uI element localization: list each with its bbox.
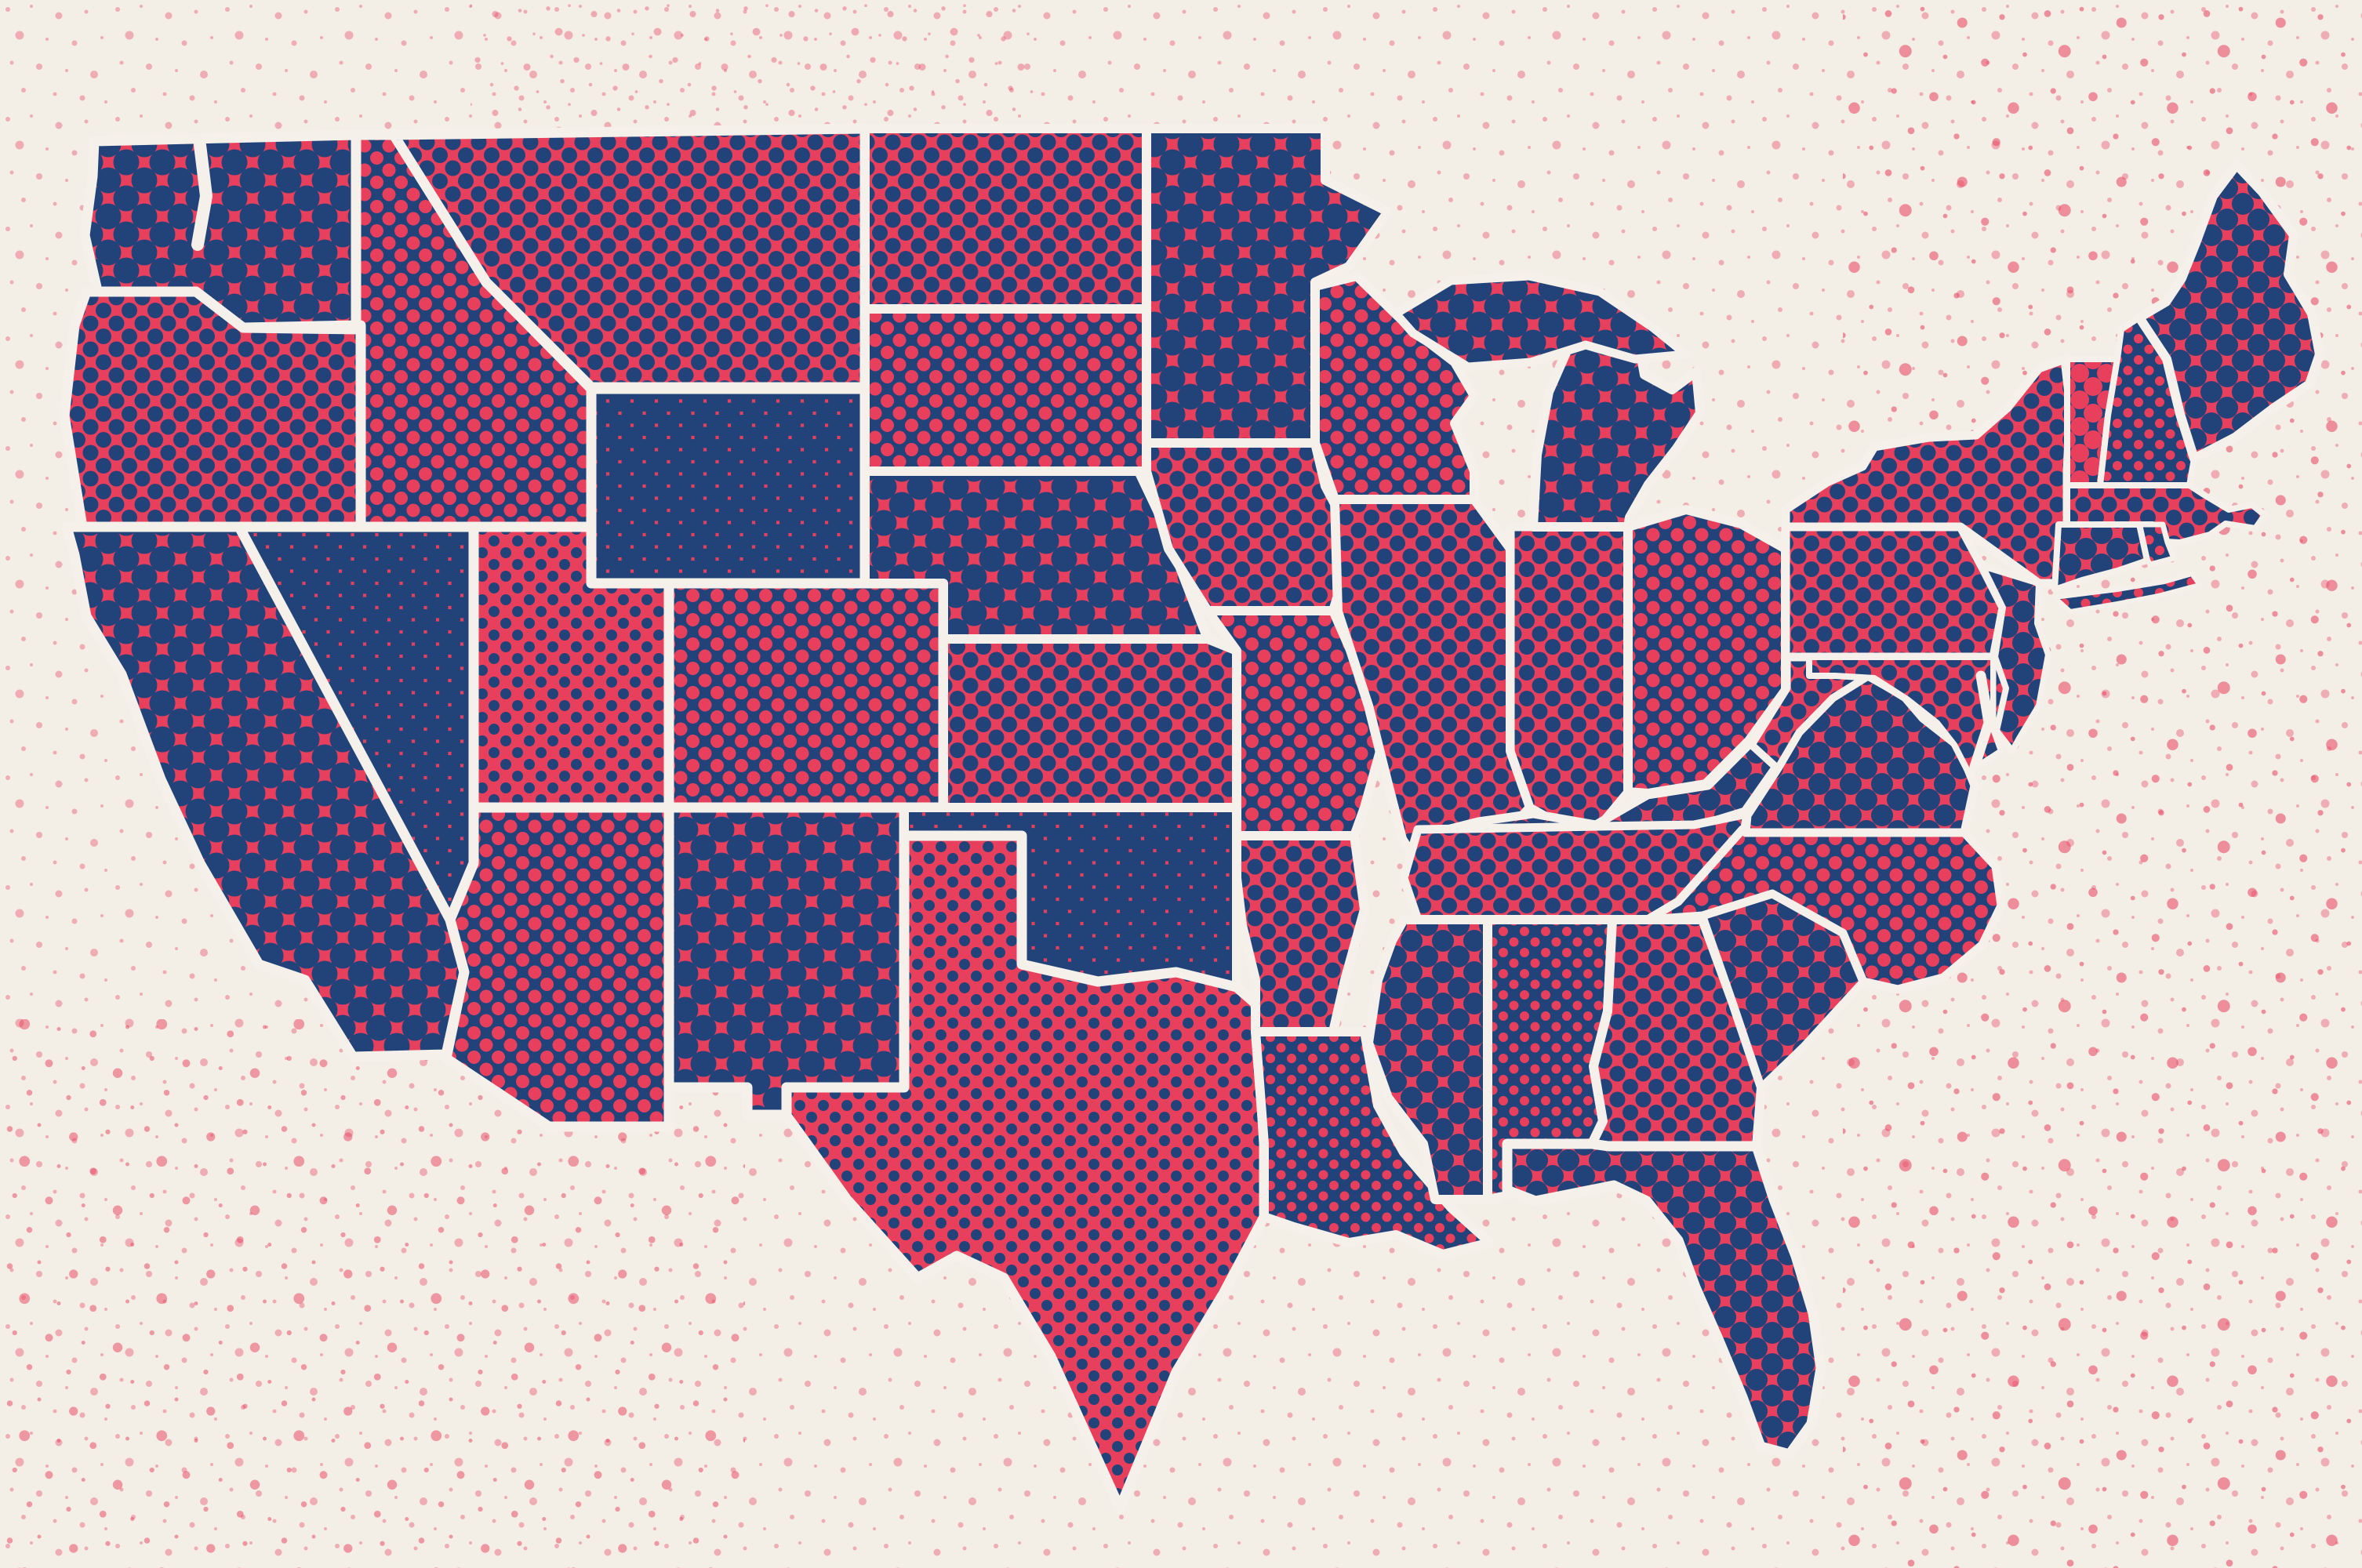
state-arizona (441, 802, 674, 1132)
state-michigan-upper (1391, 271, 1691, 372)
state-indiana (1506, 522, 1633, 838)
state-florida (1502, 1138, 1826, 1460)
state-long-island (2052, 572, 2202, 614)
state-new-mexico (663, 802, 910, 1120)
state-north-dakota (860, 124, 1151, 314)
state-new-jersey (1979, 563, 2051, 754)
state-kansas (939, 634, 1241, 812)
state-south-dakota (860, 304, 1151, 476)
state-michigan-lower (1528, 312, 1705, 532)
state-oregon (59, 286, 366, 532)
water-layer (191, 139, 1994, 772)
state-colorado (663, 578, 949, 813)
puget-sound (191, 139, 213, 251)
state-texas (781, 830, 1270, 1514)
chesapeake-bay (1969, 670, 1994, 772)
state-north-carolina (1643, 825, 2006, 994)
columbia-river (194, 289, 245, 330)
state-new-york (1781, 354, 2075, 588)
state-connecticut (2051, 521, 2150, 593)
states-layer (59, 123, 2324, 1514)
state-maine (2135, 160, 2324, 463)
state-wyoming (586, 383, 870, 589)
